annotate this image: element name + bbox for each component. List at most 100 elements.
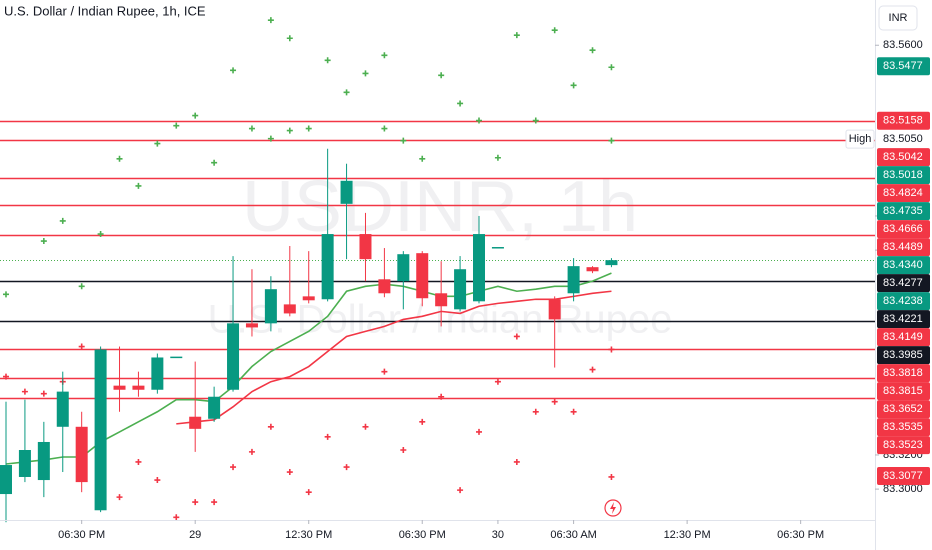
candle-body [340,180,353,204]
marker [362,423,369,430]
marker [267,423,274,430]
price-tag [877,166,930,185]
x-tick-label: 29 [189,529,201,541]
marker [438,72,445,79]
price-tag-label: 83.4221 [883,313,923,325]
price-tag [877,364,930,383]
candle-body [548,299,561,320]
x-tick-label: 12:30 PM [285,529,332,541]
candle-body [132,385,145,390]
marker [40,238,47,245]
marker [570,408,577,415]
x-tick-label: 06:30 PM [399,529,446,541]
price-tag [877,220,930,239]
price-tag [877,184,930,203]
marker [230,67,237,74]
marker [324,433,331,440]
y-tick-label: 83.5600 [883,39,923,51]
price-tag-label: 83.3535 [883,421,923,433]
price-tag-label: 83.3652 [883,403,923,415]
marker [267,17,274,24]
candle-body [208,396,221,419]
candle-body [189,416,202,429]
marker [457,487,464,494]
marker [324,57,331,64]
candle-body [473,234,486,302]
marker [173,514,180,521]
marker [419,418,426,425]
price-tag [877,111,930,130]
candle-body [151,357,164,390]
candle-body [605,260,618,266]
marker [476,428,483,435]
candle-body [378,279,391,294]
price-tag [877,418,930,437]
marker [286,127,293,134]
marker [173,122,180,129]
price-tag-label: 83.4277 [883,277,923,289]
marker [78,343,85,350]
price-tag [877,57,930,76]
price-tag [877,346,930,365]
marker [608,473,615,480]
candle-body [491,247,504,249]
price-tag-label: 83.4824 [883,187,923,199]
price-tag [877,382,930,401]
x-tick-label: 30 [492,529,504,541]
moving-average [5,272,612,465]
marker [97,231,104,238]
price-tag-label: 83.3077 [883,470,923,482]
marker [362,70,369,77]
marker [551,398,558,405]
candle-body [264,289,277,324]
price-tag-label: 83.4238 [883,295,923,307]
marker [494,154,501,161]
marker [116,155,123,162]
candle-body [454,269,467,310]
marker [211,159,218,166]
candle-body [113,385,126,390]
marker [438,393,445,400]
price-tag-label: 83.4340 [883,259,923,271]
marker [267,135,274,142]
y-tick-label: 83.3000 [883,483,923,495]
marker [381,125,388,132]
marker [154,140,161,147]
marker [513,458,520,465]
candle-body [283,304,296,314]
marker [192,112,199,119]
marker [381,52,388,59]
marker [532,117,539,124]
marker [513,32,520,39]
marker [59,217,66,224]
price-tag [877,256,930,275]
candle-body [586,267,599,272]
price-tag-label: 83.3818 [883,367,923,379]
candle-body [18,450,31,477]
price-tag-label: 83.5018 [883,169,923,181]
marker [2,291,9,298]
x-tick-label: 06:30 AM [550,529,596,541]
price-tag [877,202,930,221]
marker [154,477,161,484]
marker [248,125,255,132]
x-tick-label: 12:30 PM [664,529,711,541]
price-tag [877,274,930,293]
marker [192,499,199,506]
candle-body [94,349,107,511]
replay-icon[interactable] [604,499,622,517]
candle-body [416,253,429,299]
currency-button[interactable] [878,5,918,31]
marker [457,100,464,107]
marker [211,499,218,506]
candle-body [567,266,580,294]
marker [570,82,577,89]
price-tag-label: 83.4489 [883,241,923,253]
watermark-symbol: USDINR, 1h [242,167,638,247]
marker [532,408,539,415]
price-tag-label: 83.5042 [883,151,923,163]
price-tag-label: 83.5477 [883,60,923,72]
price-axis: 06:30 PM 29 12:30 PM 06:30 PM 30 06:30 AM 12:3… [58,39,930,541]
high-tag-label: High [849,133,872,145]
